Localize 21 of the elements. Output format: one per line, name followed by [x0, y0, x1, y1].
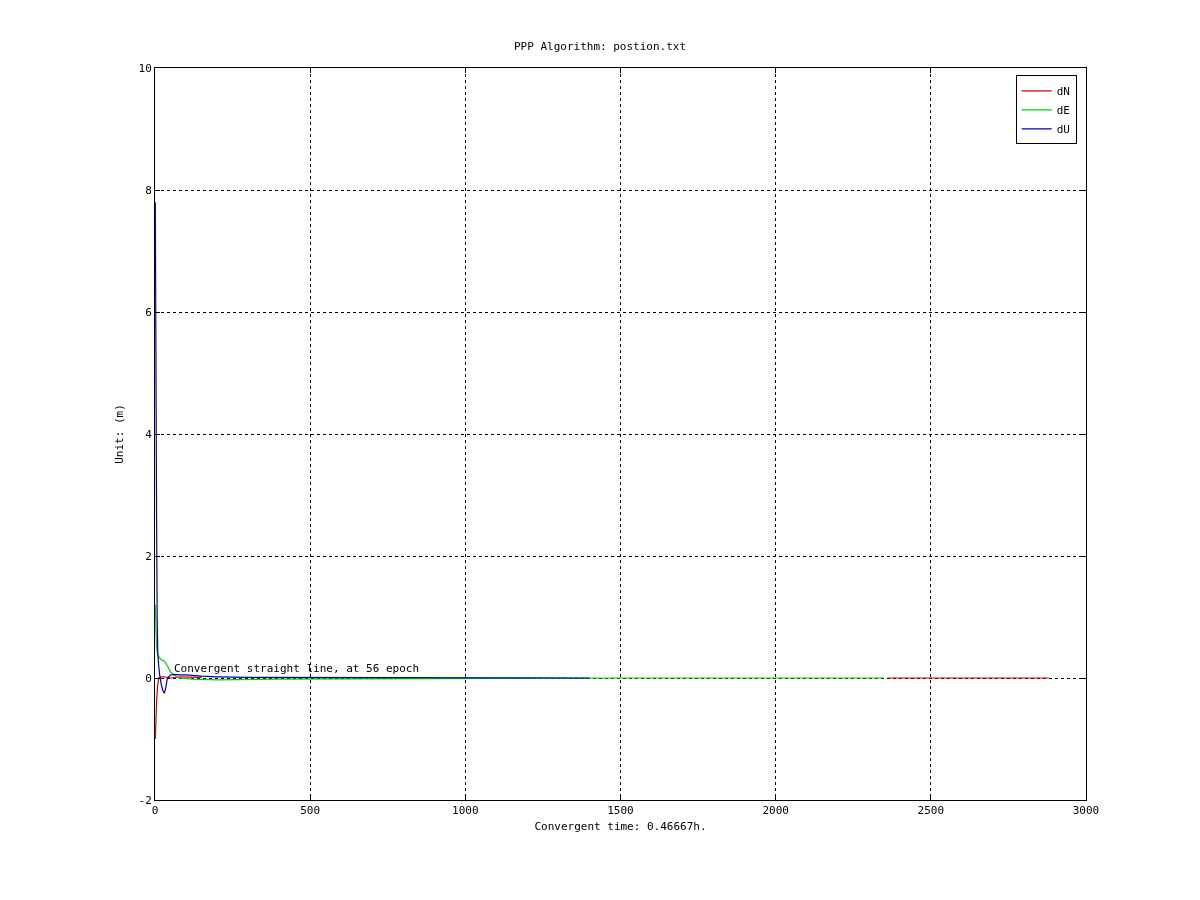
y-tick-label: 0 — [145, 671, 152, 685]
y-tick-label: 2 — [145, 549, 152, 563]
y-tick-label: -2 — [138, 793, 152, 807]
x-tick-label: 1500 — [607, 804, 634, 818]
line-series — [155, 201, 591, 694]
x-tick-label: 2500 — [917, 804, 945, 818]
x-axis-title: Convergent time: 0.46667h. — [534, 820, 707, 834]
x-tick-label: 2000 — [762, 804, 789, 818]
legend-label: dU — [1056, 123, 1070, 137]
annotation: Convergent straight line, at 56 epoch — [174, 662, 420, 675]
x-tick-label: 1000 — [452, 804, 479, 818]
legend-label: dE — [1056, 104, 1070, 118]
y-tick-label: 10 — [138, 61, 152, 75]
chart-title: PPP Algorithm: postion.txt — [513, 39, 687, 53]
x-tick-label: 3000 — [1072, 804, 1100, 818]
y-tick-label: 6 — [145, 305, 152, 319]
legend-label: dN — [1056, 85, 1070, 99]
y-tick-label: 8 — [145, 183, 152, 197]
y-axis-title: Unit: (m) — [113, 404, 127, 464]
y-tick-label: 4 — [145, 427, 153, 441]
x-tick-label: 500 — [300, 804, 321, 818]
